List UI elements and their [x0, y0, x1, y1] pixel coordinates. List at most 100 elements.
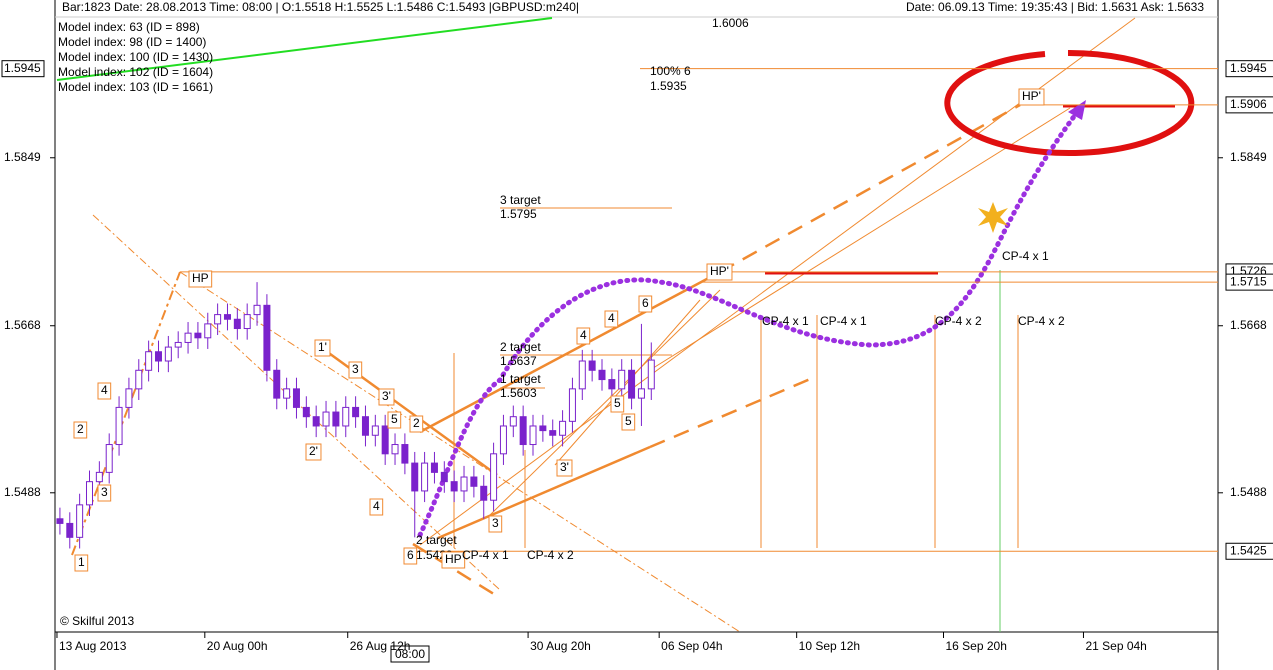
annotation: 5	[614, 396, 621, 410]
candle-body	[578, 360, 586, 390]
candle-body	[568, 388, 576, 422]
y-tick-label: 1.5488	[1230, 485, 1267, 499]
y-tick-label: 1.5668	[4, 318, 41, 332]
price-label: 1.5945	[1230, 61, 1267, 75]
annotation: 2 target	[500, 340, 541, 354]
annotation: 1.5637	[500, 354, 537, 368]
candle-body	[292, 388, 300, 408]
annotation: HP	[445, 552, 462, 566]
annotation-box	[387, 411, 402, 429]
candle-body	[647, 359, 655, 390]
annotation-box	[97, 484, 112, 502]
candle-body	[56, 518, 64, 524]
annotation: 1	[78, 555, 85, 569]
annotation: 3	[101, 485, 108, 499]
candle-body	[519, 416, 527, 446]
annotation: 5	[391, 412, 398, 426]
channel-line	[314, 341, 498, 477]
x-tick-label: 30 Aug 20h	[530, 639, 591, 653]
cursor-time-box	[390, 645, 430, 663]
annotation-box	[638, 295, 653, 313]
candle-body	[66, 522, 74, 538]
annotation: CP-4 x 1	[820, 314, 867, 328]
candle-body	[509, 416, 517, 427]
candle-body	[115, 406, 123, 446]
annotation: CP-4 x 2	[1018, 314, 1065, 328]
copyright: © Skilful 2013	[60, 614, 135, 628]
annotation: 1 target	[500, 372, 541, 386]
candle-body	[184, 332, 192, 343]
candle-body	[529, 425, 537, 446]
candle-body	[411, 462, 419, 492]
header-right: Date: 06.09.13 Time: 19:35:43 | Bid: 1.5…	[906, 0, 1204, 14]
annotation-box	[610, 395, 625, 413]
x-tick-label: 20 Aug 00h	[207, 639, 268, 653]
annotation: 3	[352, 362, 359, 376]
fan-line	[649, 107, 1071, 371]
annotation: HP	[192, 271, 209, 285]
price-label-box	[1225, 542, 1273, 560]
x-tick-label: 26 Aug 12h	[350, 639, 411, 653]
price-label-box	[1225, 273, 1273, 291]
x-tick-label: 13 Aug 2013	[59, 639, 127, 653]
candle-body	[243, 314, 251, 330]
annotation: CP-4 x 1	[1002, 249, 1049, 263]
guide-line	[179, 271, 741, 633]
annotation: HP'	[710, 264, 729, 278]
annotation-box	[188, 270, 213, 288]
price-label: 1.5715	[1230, 274, 1267, 288]
price-label: 1.5906	[1230, 97, 1267, 111]
candle-body	[223, 314, 231, 320]
annotation: 4	[580, 328, 587, 342]
channel-line	[649, 375, 816, 449]
model-index: Model index: 98 (ID = 1400)	[58, 35, 206, 49]
annotation-box	[403, 547, 418, 565]
price-label-box	[1225, 96, 1273, 114]
channel-line	[412, 542, 498, 598]
candle-body	[549, 430, 557, 436]
candle-body	[490, 453, 498, 501]
annotation: 3'	[382, 389, 391, 403]
candle-body	[460, 476, 468, 492]
annotation-box	[441, 551, 466, 569]
projection-path	[417, 112, 1078, 538]
candle-body	[204, 323, 212, 339]
model-index: Model index: 103 (ID = 1661)	[58, 80, 213, 94]
annotation-box	[556, 459, 573, 477]
candle-body	[302, 406, 310, 418]
candle-body	[618, 369, 626, 390]
annotation: 1.5795	[500, 207, 537, 221]
annotation: HP'	[1022, 89, 1041, 103]
highlight-ellipse	[944, 49, 1195, 156]
model-index: Model index: 102 (ID = 1604)	[58, 65, 213, 79]
annotation: 2 target	[416, 533, 457, 547]
candle-body	[470, 476, 478, 487]
candle-body	[135, 369, 143, 390]
annotation-box	[706, 263, 733, 281]
annotation-box	[378, 388, 395, 406]
candle-body	[381, 425, 389, 455]
y-tick-label: 1.5849	[4, 150, 41, 164]
candle-body	[598, 369, 606, 381]
candle-body	[361, 416, 369, 436]
annotation: 1'	[318, 340, 327, 354]
candle-body	[273, 369, 281, 399]
annotation-box	[409, 415, 424, 433]
annotation: 4	[101, 383, 108, 397]
x-tick-label: 10 Sep 12h	[799, 639, 860, 653]
candle-body	[559, 420, 567, 436]
candle-body	[401, 444, 409, 464]
annotation: 2	[77, 422, 84, 436]
candle-body	[628, 369, 636, 399]
y-tick-label: 1.5488	[4, 485, 41, 499]
header-left: Bar:1823 Date: 28.08.2013 Time: 08:00 | …	[62, 0, 579, 14]
candle-body	[352, 406, 360, 418]
annotation: 1.5935	[650, 79, 687, 93]
candle-body	[588, 360, 596, 371]
annotation-box	[1018, 88, 1045, 106]
model-index: Model index: 100 (ID = 1430)	[58, 50, 213, 64]
